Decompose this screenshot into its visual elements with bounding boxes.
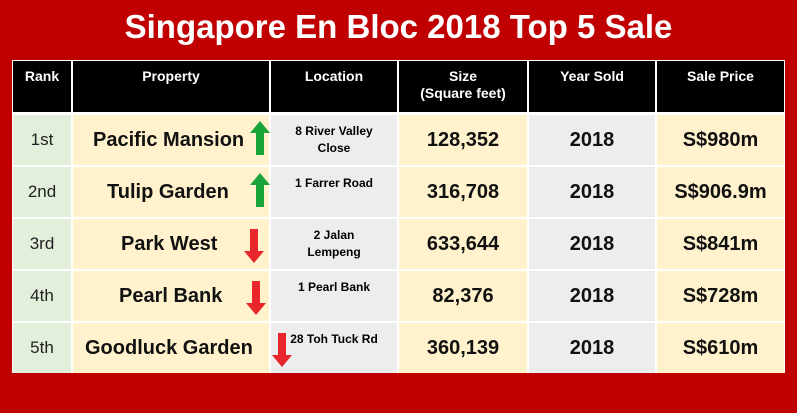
- arrow-shape: [272, 333, 292, 367]
- location-cell: 1 Pearl Bank: [271, 271, 397, 321]
- year-cell: 2018: [529, 115, 655, 165]
- arrow-shape: [246, 281, 266, 315]
- rank-cell: 1st: [13, 115, 71, 165]
- down-arrow: [272, 333, 292, 367]
- year-cell: 2018: [529, 219, 655, 269]
- size-cell: 128,352: [399, 115, 527, 165]
- property-cell: Pearl Bank: [73, 271, 269, 321]
- price-cell: S$610m: [657, 323, 784, 373]
- arrow-shape: [250, 121, 270, 155]
- location-cell: 1 Farrer Road: [271, 167, 397, 217]
- year-cell: 2018: [529, 323, 655, 373]
- rank-cell: 2nd: [13, 167, 71, 217]
- property-cell: Pacific Mansion: [73, 115, 269, 165]
- location-cell: 28 Toh Tuck Rd: [271, 323, 397, 373]
- size-cell: 316,708: [399, 167, 527, 217]
- location-cell: 2 Jalan Lempeng: [271, 219, 397, 269]
- size-cell: 633,644: [399, 219, 527, 269]
- price-cell: S$728m: [657, 271, 784, 321]
- up-arrow: [250, 173, 270, 207]
- price-cell: S$906.9m: [657, 167, 784, 217]
- property-cell: Goodluck Garden: [73, 323, 269, 373]
- column-header: Year Sold: [529, 61, 655, 112]
- rank-cell: 4th: [13, 271, 71, 321]
- property-cell: Tulip Garden: [73, 167, 269, 217]
- column-header: Size (Square feet): [399, 61, 527, 112]
- size-cell: 82,376: [399, 271, 527, 321]
- location-cell: 8 River Valley Close: [271, 115, 397, 165]
- column-header: Property: [73, 61, 269, 112]
- column-header: Rank: [13, 61, 71, 112]
- up-arrow: [250, 121, 270, 155]
- size-cell: 360,139: [399, 323, 527, 373]
- price-cell: S$841m: [657, 219, 784, 269]
- year-cell: 2018: [529, 167, 655, 217]
- table: Rank Property Location Size (Square feet) Ye…: [12, 60, 785, 373]
- column-header: Location: [271, 61, 397, 112]
- price-cell: S$980m: [657, 115, 784, 165]
- arrow-shape: [244, 229, 264, 263]
- rank-cell: 3rd: [13, 219, 71, 269]
- column-header: Sale Price: [657, 61, 784, 112]
- down-arrow: [246, 281, 266, 315]
- property-cell: Park West: [73, 219, 269, 269]
- arrow-shape: [250, 173, 270, 207]
- year-cell: 2018: [529, 271, 655, 321]
- title: Singapore En Bloc 2018 Top 5 Sale: [124, 8, 673, 45]
- rank-cell: 5th: [13, 323, 71, 373]
- down-arrow: [244, 229, 264, 263]
